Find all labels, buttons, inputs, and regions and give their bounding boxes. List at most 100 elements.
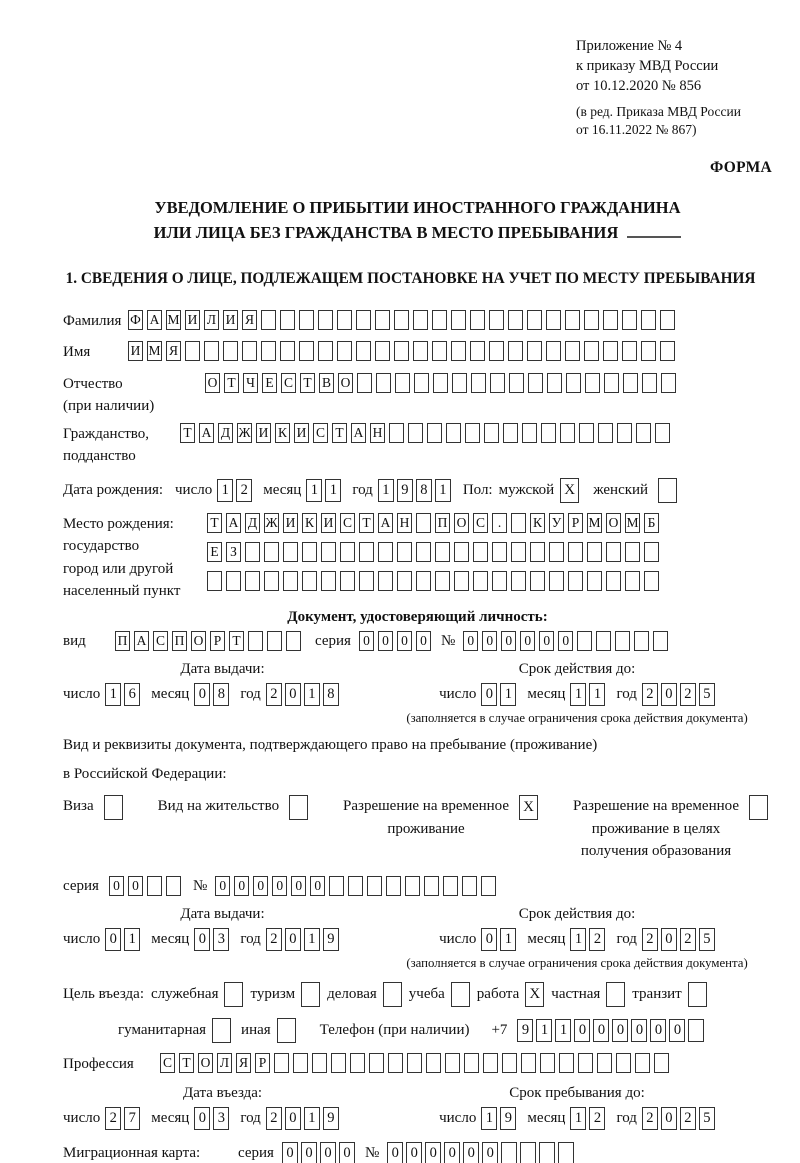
purpose-transit-checkbox[interactable]	[687, 982, 707, 1008]
char-cell[interactable]	[625, 541, 640, 562]
char-cell[interactable]	[603, 341, 618, 362]
char-cell[interactable]: Н	[370, 422, 385, 443]
char-cell[interactable]	[283, 541, 298, 562]
char-cell[interactable]	[432, 309, 447, 330]
char-cell[interactable]: 2	[589, 1106, 606, 1130]
char-cell[interactable]: 0	[194, 683, 211, 707]
char-cell[interactable]: 1	[325, 478, 342, 502]
char-cell[interactable]	[395, 372, 410, 393]
char-cell[interactable]	[450, 982, 470, 1008]
identity-issue-date-group[interactable]: число 1 6 месяц 0 8 год 2 0 1 8	[63, 683, 339, 707]
char-cell[interactable]	[386, 876, 402, 897]
residence-valid-until-group[interactable]: число 0 1 месяц 1 2 год 2 0 2 5	[439, 928, 715, 952]
char-cell[interactable]	[530, 570, 545, 591]
char-cell[interactable]: 0	[415, 631, 431, 652]
char-cell[interactable]	[549, 541, 564, 562]
char-cell[interactable]: 2	[679, 683, 696, 707]
char-cell[interactable]	[634, 631, 650, 652]
char-cell[interactable]: Т	[300, 372, 315, 393]
char-cell[interactable]	[451, 309, 466, 330]
char-cell[interactable]	[642, 372, 657, 393]
char-cell[interactable]: Ж	[264, 512, 279, 533]
birth-place-row3-cells[interactable]	[207, 570, 659, 591]
char-cell[interactable]	[248, 631, 263, 652]
char-cell[interactable]: 0	[284, 683, 301, 707]
char-cell[interactable]	[473, 541, 488, 562]
char-cell[interactable]: 1	[303, 1106, 320, 1130]
char-cell[interactable]	[522, 422, 537, 443]
char-cell[interactable]: Л	[217, 1053, 232, 1074]
char-cell[interactable]	[511, 541, 526, 562]
char-cell[interactable]: А	[351, 422, 366, 443]
char-cell[interactable]	[394, 341, 409, 362]
char-cell[interactable]	[212, 1018, 232, 1044]
char-cell[interactable]: X	[519, 795, 539, 821]
char-cell[interactable]: 2	[265, 928, 282, 952]
char-cell[interactable]: И	[283, 512, 298, 533]
char-cell[interactable]: 9	[517, 1019, 534, 1043]
char-cell[interactable]: 7	[124, 1106, 141, 1130]
char-cell[interactable]	[584, 341, 599, 362]
char-cell[interactable]: М	[147, 341, 162, 362]
char-cell[interactable]	[261, 341, 276, 362]
char-cell[interactable]: С	[313, 422, 328, 443]
char-cell[interactable]: 1	[570, 683, 587, 707]
char-cell[interactable]	[559, 1053, 574, 1074]
char-cell[interactable]: 0	[377, 631, 393, 652]
char-cell[interactable]: 0	[660, 683, 677, 707]
char-cell[interactable]	[204, 341, 219, 362]
char-cell[interactable]	[616, 1053, 631, 1074]
char-cell[interactable]: 0	[539, 631, 555, 652]
char-cell[interactable]	[416, 512, 431, 533]
char-cell[interactable]	[452, 372, 467, 393]
char-cell[interactable]: М	[166, 309, 181, 330]
char-cell[interactable]	[146, 876, 162, 897]
char-cell[interactable]	[473, 570, 488, 591]
char-cell[interactable]: Т	[180, 422, 195, 443]
char-cell[interactable]	[414, 372, 429, 393]
char-cell[interactable]	[540, 1053, 555, 1074]
char-cell[interactable]	[606, 982, 626, 1008]
char-cell[interactable]	[408, 422, 423, 443]
char-cell[interactable]: Я	[236, 1053, 251, 1074]
char-cell[interactable]: 8	[415, 478, 432, 502]
char-cell[interactable]	[530, 541, 545, 562]
char-cell[interactable]: 1	[589, 683, 606, 707]
char-cell[interactable]	[565, 341, 580, 362]
char-cell[interactable]	[596, 631, 612, 652]
char-cell[interactable]	[302, 570, 317, 591]
char-cell[interactable]	[527, 341, 542, 362]
char-cell[interactable]	[653, 631, 669, 652]
char-cell[interactable]	[509, 372, 524, 393]
char-cell[interactable]: 0	[481, 928, 498, 952]
char-cell[interactable]	[245, 541, 260, 562]
char-cell[interactable]	[427, 422, 442, 443]
char-cell[interactable]	[604, 372, 619, 393]
char-cell[interactable]: 9	[322, 928, 339, 952]
char-cell[interactable]	[435, 570, 450, 591]
char-cell[interactable]: Т	[224, 372, 239, 393]
char-cell[interactable]	[521, 1053, 536, 1074]
char-cell[interactable]: 0	[660, 928, 677, 952]
char-cell[interactable]	[103, 795, 123, 821]
char-cell[interactable]: Д	[218, 422, 233, 443]
char-cell[interactable]: 0	[284, 928, 301, 952]
char-cell[interactable]: А	[199, 422, 214, 443]
char-cell[interactable]	[470, 309, 485, 330]
char-cell[interactable]: Б	[644, 512, 659, 533]
char-cell[interactable]: О	[191, 631, 206, 652]
char-cell[interactable]	[660, 341, 675, 362]
char-cell[interactable]	[432, 341, 447, 362]
stay-until-group[interactable]: число 1 9 месяц 1 2 год 2 0 2 5	[439, 1106, 715, 1130]
char-cell[interactable]	[511, 570, 526, 591]
